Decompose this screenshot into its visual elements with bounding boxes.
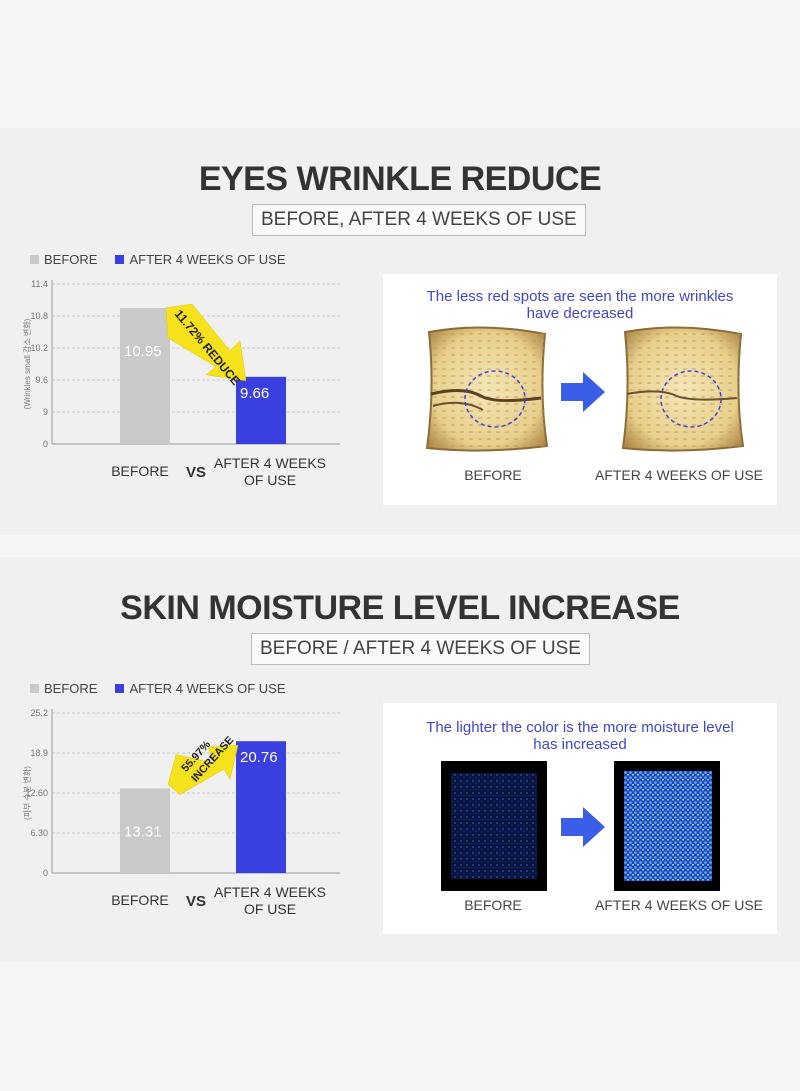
legend-label-after: AFTER 4 WEEKS OF USE [129, 252, 286, 267]
increase-arrow-icon [167, 744, 239, 795]
moisture-after-image [614, 761, 720, 891]
skin-before-image [425, 326, 549, 452]
y-tick-label: 9 [43, 407, 48, 417]
y-tick-label: 10.8 [30, 311, 48, 321]
y-tick-label: 9.6 [35, 375, 48, 385]
y-tick-label: 10.2 [30, 343, 48, 353]
y-tick-label: 6.30 [30, 828, 48, 838]
x-tick-label-after-line2: OF USE [244, 472, 296, 488]
y-tick-label: 0 [43, 868, 48, 878]
section-subtitle: BEFORE / AFTER 4 WEEKS OF USE [251, 633, 590, 665]
y-tick-label: 11.4 [31, 279, 48, 289]
panel-caption: The less red spots are seen the more wri… [383, 288, 777, 322]
x-tick-label-before: BEFORE [111, 892, 169, 908]
reduce-arrow-icon [165, 303, 247, 382]
bottom-spacer [0, 962, 800, 1091]
image-label-after: AFTER 4 WEEKS OF USE [594, 897, 764, 913]
y-tick-label: 0 [43, 439, 48, 449]
moisture-bar-chart: (피부 수분 변화) 0 6.30 12.60 18.9 25.2 13.31 20.76 BE… [22, 708, 340, 917]
section-title: SKIN MOISTURE LEVEL INCREASE [120, 589, 680, 627]
x-tick-label-after-line1: AFTER 4 WEEKS [214, 884, 326, 900]
legend-item-after: AFTER 4 WEEKS OF USE [115, 681, 286, 696]
data-label-after: 9.66 [240, 385, 269, 402]
wrinkle-image-panel: The less red spots are seen the more wri… [383, 274, 777, 505]
skin-after-image [621, 326, 745, 452]
image-label-after: AFTER 4 WEEKS OF USE [594, 467, 764, 483]
vs-label: VS [186, 464, 206, 481]
panel-caption: The lighter the color is the more moistu… [383, 719, 777, 753]
bar-before [120, 308, 170, 444]
x-tick-label-before: BEFORE [111, 463, 169, 479]
image-label-before: BEFORE [464, 897, 522, 913]
badge-label: 11.72% REDUCE [172, 307, 243, 388]
legend-swatch-before [30, 684, 39, 693]
data-label-before: 10.95 [124, 343, 162, 360]
panel-caption-line1: The lighter the color is the more moistu… [426, 719, 734, 736]
section-moisture: SKIN MOISTURE LEVEL INCREASE BEFORE / AF… [0, 557, 800, 962]
x-tick-label-after-line2: OF USE [244, 901, 296, 917]
y-tick-label: 18.9 [30, 748, 48, 758]
y-tick-label: 12.60 [25, 788, 48, 798]
section-subtitle: BEFORE, AFTER 4 WEEKS OF USE [252, 204, 586, 236]
legend-swatch-after [115, 684, 125, 693]
legend-label-before: BEFORE [44, 681, 98, 696]
chart-legend: BEFORE AFTER 4 WEEKS OF USE [30, 252, 298, 267]
moisture-before-image [441, 761, 547, 891]
data-label-before: 13.31 [124, 823, 162, 840]
y-axis-label: (피부 수분 변화) [22, 766, 32, 820]
legend-item-before: BEFORE [30, 252, 97, 267]
chart-legend: BEFORE AFTER 4 WEEKS OF USE [30, 681, 298, 696]
section-wrinkle: EYES WRINKLE REDUCE BEFORE, AFTER 4 WEEK… [0, 128, 800, 535]
legend-swatch-before [30, 255, 39, 264]
bar-after [236, 741, 286, 873]
section-title: EYES WRINKLE REDUCE [198, 160, 602, 198]
arrow-right-icon [561, 372, 605, 412]
moisture-image-panel: The lighter the color is the more moistu… [383, 703, 777, 934]
bar-before [120, 788, 170, 873]
data-label-after: 20.76 [240, 749, 278, 766]
panel-caption-line2: has increased [533, 736, 627, 753]
y-axis-label: (Wrinkles small 감소 변화) [22, 318, 32, 409]
legend-label-before: BEFORE [44, 252, 98, 267]
arrow-right-icon [561, 807, 605, 847]
section-divider [0, 535, 800, 557]
image-label-before: BEFORE [464, 467, 522, 483]
legend-item-after: AFTER 4 WEEKS OF USE [115, 252, 286, 267]
top-spacer [0, 0, 800, 128]
x-tick-label-after-line1: AFTER 4 WEEKS [214, 455, 326, 471]
panel-caption-line1: The less red spots are seen the more wri… [426, 288, 734, 305]
wrinkle-bar-chart: (Wrinkles small 감소 변화) 0 9 9.6 10.2 10.8 11.4 1… [22, 279, 340, 488]
legend-swatch-after [115, 255, 125, 264]
vs-label: VS [186, 893, 206, 910]
legend-item-before: BEFORE [30, 681, 97, 696]
bar-after [236, 376, 286, 444]
y-tick-label: 25.2 [30, 708, 48, 718]
legend-label-after: AFTER 4 WEEKS OF USE [129, 681, 286, 696]
panel-caption-line2: have decreased [526, 305, 634, 322]
